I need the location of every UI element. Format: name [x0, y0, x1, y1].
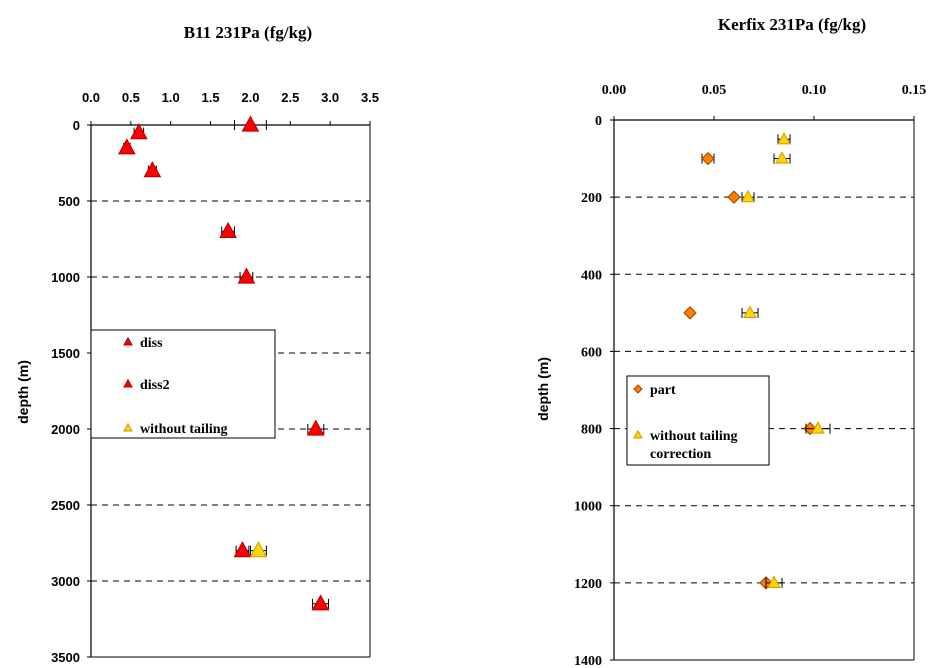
data-point-triangle [741, 189, 755, 203]
data-point-triangle [143, 161, 162, 178]
data-point-triangle [241, 115, 260, 132]
legend: diss diss2 without tailing [90, 329, 276, 439]
data-point-diamond [727, 190, 741, 204]
chart-title: B11 231Pa (fg/kg) [184, 23, 312, 42]
series-1 [683, 151, 817, 590]
y-axis-label: depth (m) [15, 360, 31, 424]
series-1 [118, 115, 330, 611]
x-tick-label: 3.0 [321, 90, 339, 105]
data-point-triangle [118, 138, 136, 155]
x-tick-label: 0.00 [602, 83, 627, 98]
legend-label: diss2 [140, 378, 170, 393]
y-tick-label: 500 [58, 194, 80, 209]
legend-marker [633, 429, 643, 439]
y-axis-label: depth (m) [535, 357, 551, 421]
y-tick-label: 1000 [51, 270, 80, 285]
y-tick-label: 2500 [51, 498, 80, 513]
series-3 [249, 541, 268, 558]
x-tick-label: 0.0 [82, 90, 100, 105]
x-tick-label: 0.15 [902, 83, 927, 98]
legend-label: without tailing [140, 422, 228, 437]
y-tick-label: 1200 [574, 577, 602, 592]
data-point-triangle [777, 131, 791, 145]
legend-marker [633, 384, 643, 394]
y-tick-label: 800 [581, 423, 602, 438]
legend-box [90, 329, 276, 439]
data-point-diamond [683, 306, 697, 320]
y-tick-label: 0 [73, 118, 80, 133]
y-tick-label: 1500 [51, 346, 80, 361]
legend-marker [123, 336, 133, 346]
data-point-triangle [775, 151, 789, 164]
legend-label: without tailing [650, 429, 738, 444]
x-tick-label: 2.0 [241, 90, 259, 105]
legend-marker [123, 378, 133, 388]
y-tick-label: 1000 [574, 500, 602, 515]
data-point-triangle [743, 305, 757, 318]
legend-box [626, 375, 770, 466]
legend-label: diss [140, 336, 163, 351]
data-point-triangle [129, 123, 148, 140]
x-tick-label: 0.10 [802, 83, 827, 98]
y-tick-label: 400 [581, 268, 602, 283]
y-tick-label: 2000 [51, 422, 80, 437]
y-tick-label: 3000 [51, 574, 80, 589]
y-tick-label: 3500 [51, 650, 80, 665]
legend-label: part [650, 383, 676, 398]
data-point-triangle [306, 419, 325, 436]
y-tick-label: 200 [581, 191, 602, 206]
data-point-triangle [237, 267, 256, 284]
chart-panel-2: Kerfix 231Pa (fg/kg) 0.00 0.05 0.10 0.15 0 200… [535, 15, 926, 668]
chart-title: Kerfix 231Pa (fg/kg) [718, 15, 866, 34]
legend-label: correction [650, 447, 711, 462]
legend-marker [123, 422, 133, 432]
chart-panel-1: B11 231Pa (fg/kg) 0.0 0.5 1.0 1.5 2.0 2.5 3.0 3.… [15, 23, 379, 665]
legend: part without tailing correction [626, 375, 770, 466]
data-point-triangle [219, 221, 237, 239]
data-point-triangle [311, 594, 330, 611]
series-2 [741, 131, 831, 588]
x-tick-label: 0.05 [702, 83, 727, 98]
x-tick-label: 1.0 [162, 90, 180, 105]
y-tick-label: 600 [581, 345, 602, 360]
data-point-triangle [767, 575, 781, 588]
x-tick-label: 2.5 [281, 90, 299, 105]
x-tick-label: 0.5 [122, 90, 140, 105]
data-point-triangle [811, 421, 825, 434]
x-tick-label: 3.5 [361, 90, 379, 105]
data-point-triangle [249, 541, 268, 558]
y-tick-label: 1400 [574, 654, 602, 668]
data-point-diamond [701, 151, 715, 166]
y-tick-label: 0 [595, 114, 602, 129]
data-point-triangle [233, 541, 252, 558]
x-tick-label: 1.5 [202, 90, 220, 105]
